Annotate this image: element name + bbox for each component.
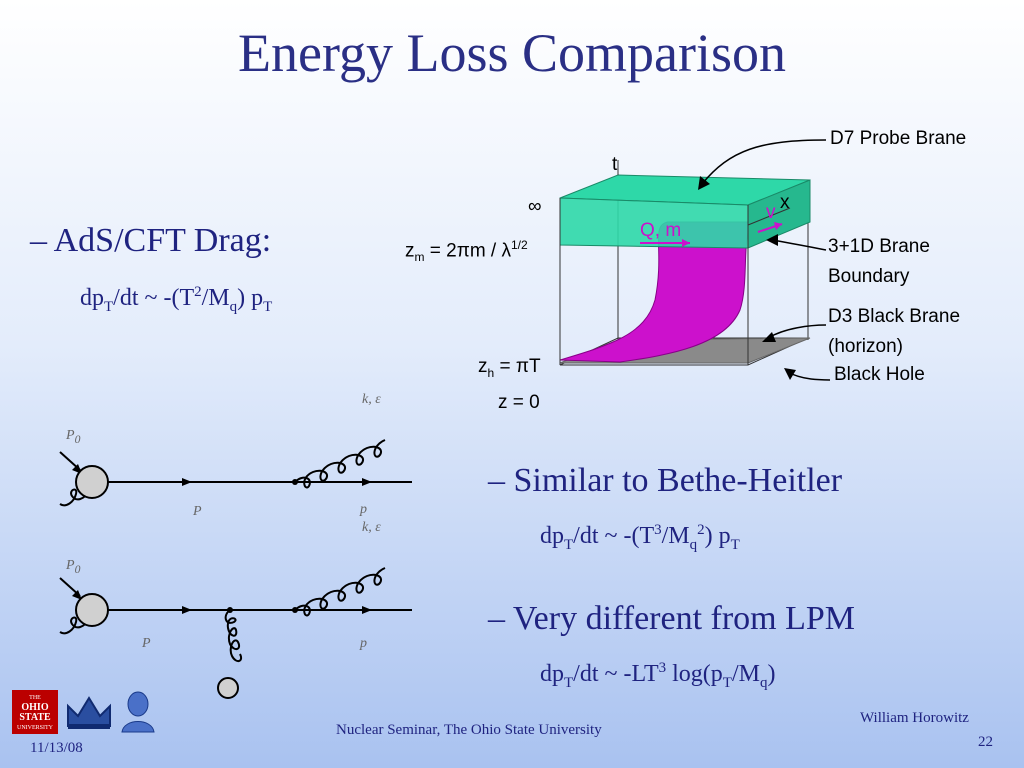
brane-diagram [559, 160, 811, 366]
bullet-text: Very different from LPM [512, 600, 856, 637]
p-bottom-label: P [142, 636, 151, 651]
blob-bottom [75, 593, 109, 627]
x-axis-label: x [780, 192, 790, 213]
t-axis-label: t [612, 154, 618, 175]
gluon-top [294, 439, 386, 489]
osu-logo: THE OHIO STATE UNIVERSITY [12, 690, 58, 734]
feynman-diagrams [59, 439, 412, 699]
d3-callout-1: D3 Black Brane [828, 306, 961, 327]
velocity-label: v [766, 202, 776, 223]
zm-label: zm = 2πm / λ1/2 [405, 238, 528, 265]
feynman-bottom [59, 567, 412, 699]
formula-lpm: dpT/dt ~ -LT3 log(pT/Mq) [540, 660, 776, 691]
blob-top [75, 465, 109, 499]
portrait-seal-icon [121, 691, 155, 733]
gluon-bottom-out [294, 567, 386, 617]
slide-title: Energy Loss Comparison [238, 23, 786, 83]
formula-drag: dpT/dt ~ -(T2/Mq) pT [80, 284, 273, 315]
boundary-callout-2: Boundary [828, 266, 910, 287]
bullet-dash: – [488, 600, 505, 637]
bullet-text: Similar to Bethe-Heitler [513, 462, 843, 499]
bullet-ads-cft: – AdS/CFT Drag: [30, 222, 271, 260]
footer-center: Nuclear Seminar, The Ohio State Universi… [336, 722, 602, 738]
z0-label: z = 0 [498, 392, 540, 413]
quark-label: Q, m [640, 220, 682, 241]
infinity-label: ∞ [528, 196, 542, 217]
bullet-dash: – [30, 222, 47, 259]
boundary-callout-1: 3+1D Brane [828, 236, 930, 257]
bullet-dash: – [488, 462, 505, 499]
bullet-bethe-heitler: – Similar to Bethe-Heitler [488, 462, 842, 500]
pout-bottom-label: p [360, 636, 367, 651]
k-bottom-label: k, ε [362, 520, 381, 535]
bullet-lpm: – Very different from LPM [488, 600, 855, 638]
p-top-label: P [193, 504, 202, 519]
d3-callout-2: (horizon) [828, 336, 903, 357]
formula-bethe-heitler: dpT/dt ~ -(T3/Mq2) pT [540, 522, 740, 553]
bullet-text: AdS/CFT Drag: [53, 222, 272, 259]
footer-page: 22 [978, 734, 993, 750]
blob-exchange [217, 677, 239, 699]
black-hole-callout: Black Hole [834, 364, 925, 385]
p0-top-label: P0 [66, 428, 81, 446]
p0-bottom-label: P0 [66, 558, 81, 576]
d7-callout: D7 Probe Brane [830, 128, 967, 149]
k-top-label: k, ε [362, 392, 381, 407]
footer-date: 11/13/08 [30, 740, 83, 756]
gluon-bottom-exchange [224, 609, 242, 662]
columbia-crown-icon [67, 696, 111, 729]
feynman-top [59, 439, 412, 507]
footer-author: William Horowitz [860, 710, 969, 726]
zh-label: zh = πT [478, 356, 541, 380]
callout-arrows [698, 139, 830, 381]
pout-top-label: p [360, 502, 367, 517]
